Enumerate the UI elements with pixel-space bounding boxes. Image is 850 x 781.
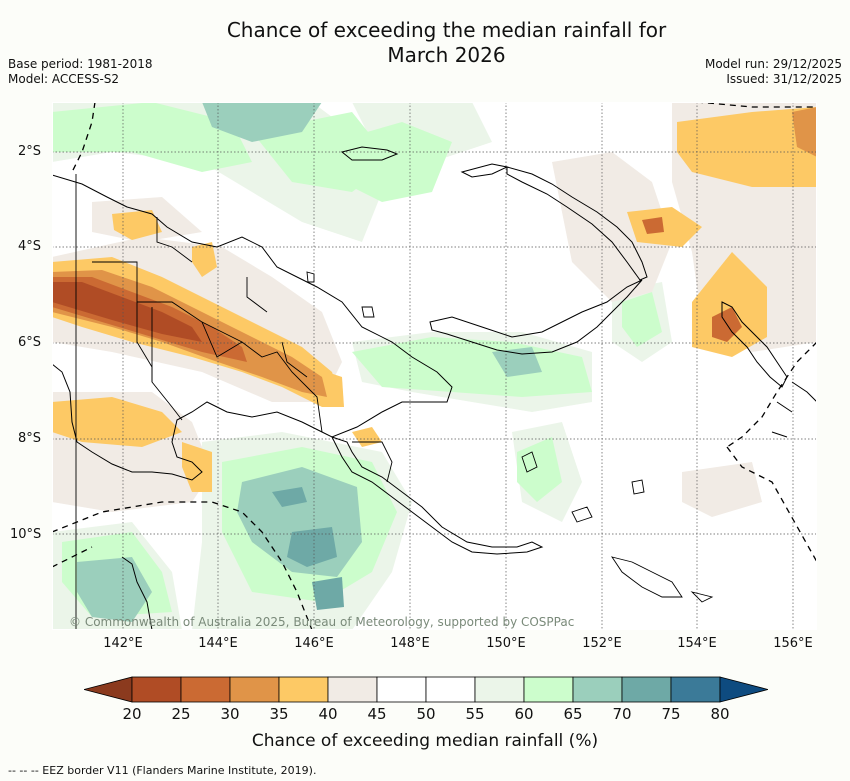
colorbar-tick-40: 40: [318, 705, 338, 723]
colorbar-tick-50: 50: [416, 705, 436, 723]
lon-label-150e: 150°E: [486, 636, 526, 651]
colorbar-cell-30-35: [229, 676, 280, 703]
manus-island-coastline: [340, 146, 399, 161]
lat-label-6s: 6°S: [18, 335, 42, 350]
rainfall-map: [52, 102, 817, 630]
lon-label-146e: 146°E: [294, 636, 334, 651]
lat-label-10s: 10°S: [10, 527, 42, 542]
colorbar-title: Chance of exceeding median rainfall (%): [251, 731, 599, 751]
contour-75-80: [272, 487, 344, 610]
new-britain-coastline: [429, 279, 643, 355]
colorbar-tick-80: 80: [710, 705, 730, 723]
colorbar-low-extension: [84, 676, 133, 703]
cape-york-coastline: [121, 556, 153, 630]
base-period: Base period: 1981-2018: [8, 57, 153, 71]
new-hanover-coastline: [460, 163, 509, 178]
colorbar-high-extension: [719, 676, 768, 703]
title-line-2: March 2026: [387, 43, 506, 67]
colorbar-cell-65-70: [572, 676, 623, 703]
meta-left: Base period: 1981-2018 Model: ACCESS-S2: [8, 57, 153, 87]
lon-label-154e: 154°E: [677, 636, 717, 651]
colorbar-tick-65: 65: [563, 705, 583, 723]
eez-borders: [52, 102, 817, 630]
lon-label-144e: 144°E: [198, 636, 238, 651]
lat-label-2s: 2°S: [18, 144, 42, 159]
lat-label-4s: 4°S: [18, 239, 42, 254]
lon-label-142e: 142°E: [103, 636, 143, 651]
solomon-islands-coastline: [771, 381, 817, 438]
colorbar-tick-55: 55: [465, 705, 485, 723]
model-run: Model run: 29/12/2025: [704, 57, 842, 71]
title-line-1: Chance of exceeding the median rainfall …: [226, 18, 667, 42]
lon-label-152e: 152°E: [582, 636, 622, 651]
eez-footnote: -- -- -- EEZ border V11 (Flanders Marine…: [8, 764, 317, 777]
colorbar-cell-75-80: [670, 676, 721, 703]
colorbar-cell-45-50: [376, 676, 427, 703]
colorbar-tick-20: 20: [122, 705, 142, 723]
papuan-peninsula-coastline: [331, 436, 544, 555]
copyright-notice: © Commonwealth of Australia 2025, Bureau…: [69, 615, 575, 629]
colorbar-tick-30: 30: [220, 705, 240, 723]
model-name: Model: ACCESS-S2: [8, 72, 120, 86]
colorbar-cell-50-55: [425, 676, 476, 703]
contour-20-25: [52, 282, 202, 342]
colorbar-tick-25: 25: [171, 705, 191, 723]
colorbar-cell-20-25: [131, 676, 182, 703]
meta-right: Model run: 29/12/2025 Issued: 31/12/2025: [705, 57, 842, 87]
bougainville-coastline: [721, 301, 788, 388]
colorbar: [84, 676, 768, 703]
colorbar-tick-35: 35: [269, 705, 289, 723]
colorbar-tick-45: 45: [367, 705, 387, 723]
lon-label-148e: 148°E: [390, 636, 430, 651]
new-guinea-coastline: [52, 174, 453, 481]
colorbar-cell-40-45: [327, 676, 378, 703]
map-frame: [52, 102, 817, 630]
colorbar-cell-25-30: [180, 676, 231, 703]
colorbar-cell-70-75: [621, 676, 672, 703]
new-ireland-coastline: [506, 166, 648, 281]
colorbar-cell-60-65: [523, 676, 574, 703]
colorbar-tick-75: 75: [661, 705, 681, 723]
colorbar-cell-35-40: [278, 676, 329, 703]
chart-title: Chance of exceeding the median rainfall …: [0, 18, 850, 68]
lat-label-8s: 8°S: [18, 431, 42, 446]
graticule: [52, 102, 817, 630]
southeast-islands: [306, 271, 714, 603]
colorbar-tick-60: 60: [514, 705, 534, 723]
lon-label-156e: 156°E: [773, 636, 813, 651]
issued-date: Issued: 31/12/2025: [726, 72, 842, 86]
colorbar-tick-70: 70: [612, 705, 632, 723]
colorbar-cell-55-60: [474, 676, 525, 703]
